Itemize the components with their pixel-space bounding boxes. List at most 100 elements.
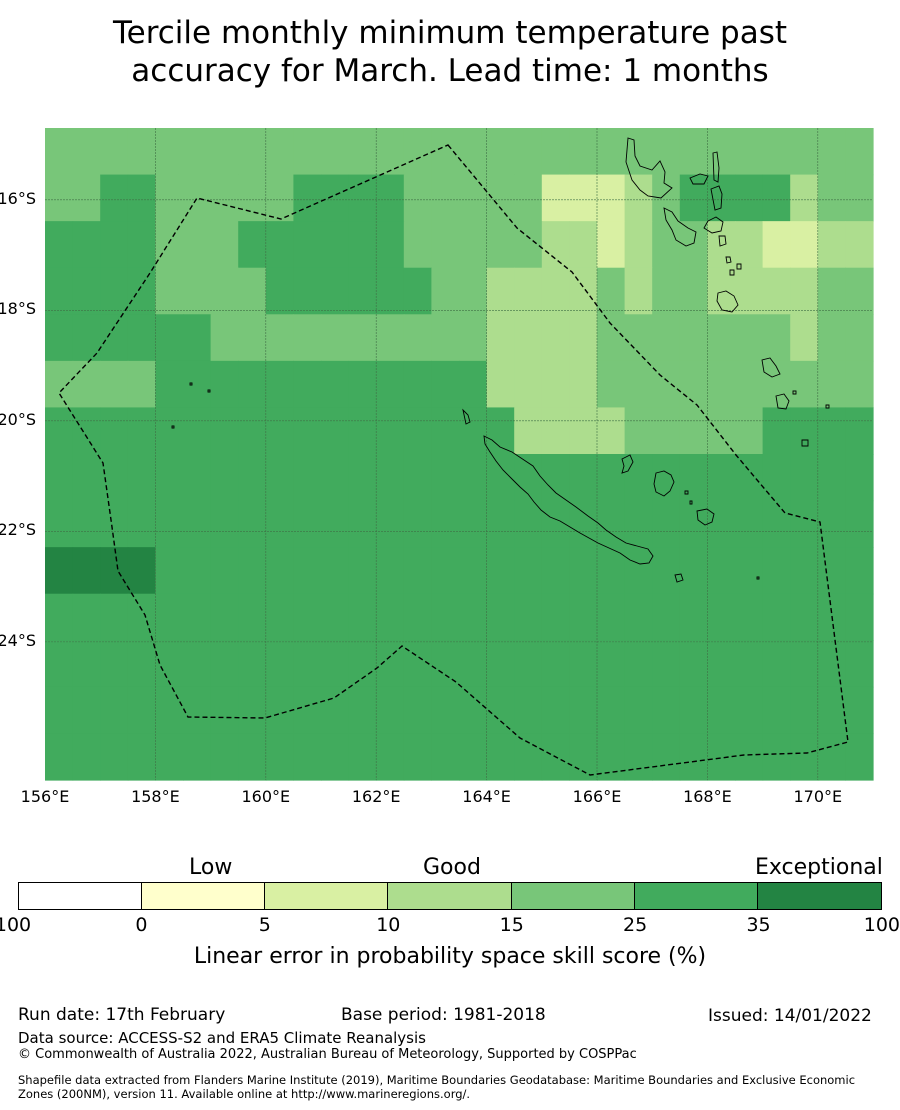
skill-cell [348, 593, 377, 641]
skill-cell [541, 686, 570, 735]
skill-cell [541, 267, 570, 315]
skill-cell [514, 454, 543, 502]
skill-cell [265, 593, 294, 641]
skill-cell [45, 267, 74, 315]
skill-cell [210, 360, 239, 409]
skill-cell [597, 454, 626, 502]
colorbar-tick-label: 10 [376, 914, 401, 936]
skill-cell [45, 314, 74, 362]
skill-cell [790, 500, 819, 548]
skill-cell [514, 547, 543, 595]
skill-cell [790, 454, 819, 502]
skill-cell [155, 733, 184, 781]
skill-cell [679, 360, 708, 409]
skill-cell [569, 454, 598, 502]
skill-cell [679, 314, 708, 362]
skill-cell [403, 128, 432, 176]
skill-cell [376, 174, 405, 222]
skill-cell [817, 360, 846, 409]
skill-cell [541, 547, 570, 595]
skill-cell [431, 733, 460, 781]
category-low: Low [189, 855, 233, 880]
skill-cell [735, 360, 764, 409]
skill-cell [762, 686, 791, 735]
skill-cell [348, 267, 377, 315]
skill-cell [652, 640, 681, 688]
latitude-label: 16°S [0, 188, 36, 208]
skill-cell [72, 593, 101, 641]
skill-cell [790, 686, 819, 735]
skill-map [45, 128, 874, 781]
skill-cell [707, 128, 736, 176]
skill-cell [845, 500, 874, 548]
skill-cell [762, 593, 791, 641]
longitude-label: 166°E [572, 787, 622, 806]
colorbar-legend: Low Good Exceptional -100 0 5 10 15 25 35 100 L… [0, 850, 900, 970]
skill-cell [790, 221, 819, 269]
skill-cell [652, 547, 681, 595]
longitude-label: 162°E [351, 787, 401, 806]
skill-cell [403, 221, 432, 269]
skill-cell [265, 267, 294, 315]
skill-cell [707, 267, 736, 315]
skill-cell [762, 407, 791, 455]
skill-cell [735, 593, 764, 641]
skill-cell [762, 267, 791, 315]
latitude-label: 20°S [0, 409, 36, 429]
skill-cell [817, 686, 846, 735]
category-exceptional: Exceptional [755, 855, 883, 880]
skill-cell [486, 314, 515, 362]
skill-cell [652, 733, 681, 781]
skill-cell [707, 360, 736, 409]
skill-cell [127, 686, 156, 735]
colorbar-tick-label: 25 [623, 914, 648, 936]
skill-cell [238, 593, 267, 641]
skill-cell [679, 454, 708, 502]
skill-cell [238, 267, 267, 315]
skill-cell [652, 686, 681, 735]
skill-cell [514, 686, 543, 735]
skill-cell [210, 733, 239, 781]
skill-cell [735, 686, 764, 735]
colorbar-bin [511, 883, 635, 909]
skill-cell [155, 547, 184, 595]
skill-cell [127, 221, 156, 269]
skill-cell [735, 314, 764, 362]
skill-cell [735, 174, 764, 222]
skill-cell [707, 733, 736, 781]
skill-cell [321, 593, 350, 641]
skill-cell [45, 733, 74, 781]
skill-cell [403, 500, 432, 548]
skill-cell [845, 407, 874, 455]
skill-cell [321, 407, 350, 455]
skill-cell [431, 407, 460, 455]
skill-cell [127, 314, 156, 362]
malakula-coastline [663, 207, 697, 247]
skill-cell [652, 174, 681, 222]
skill-cell [155, 128, 184, 176]
skill-cell [762, 128, 791, 176]
skill-cell [431, 360, 460, 409]
skill-cell [321, 221, 350, 269]
skill-cell [541, 454, 570, 502]
skill-cell [155, 314, 184, 362]
skill-cell [45, 500, 74, 548]
skill-cell [431, 454, 460, 502]
skill-cell [569, 547, 598, 595]
skill-cell [597, 128, 626, 176]
skill-cell [210, 640, 239, 688]
skill-cell [735, 407, 764, 455]
shepherd-islets [725, 256, 742, 276]
skill-cell [72, 221, 101, 269]
skill-cell [845, 360, 874, 409]
skill-cell [845, 314, 874, 362]
skill-cell [348, 686, 377, 735]
skill-cell [321, 733, 350, 781]
skill-cell [817, 174, 846, 222]
skill-cell [845, 733, 874, 781]
skill-cell [210, 174, 239, 222]
skill-cell [486, 686, 515, 735]
skill-cell [155, 267, 184, 315]
skill-cell [597, 221, 626, 269]
epi-coastline [718, 235, 727, 247]
